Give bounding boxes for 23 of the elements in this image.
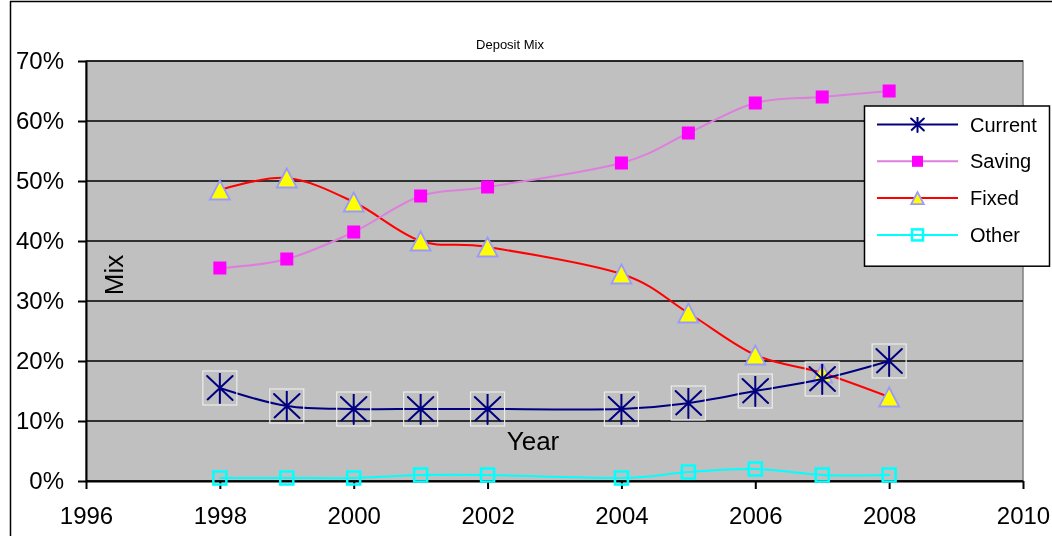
legend-label: Current [970,113,1038,136]
x-tick-label: 2004 [595,502,649,530]
chart-title: Deposit Mix [476,37,545,52]
x-tick-label: 1996 [59,502,114,530]
legend-label: Other [970,223,1021,246]
legend-label: Fixed [970,187,1019,210]
y-tick-label: 70% [15,47,64,75]
x-tick-label: 2000 [327,502,381,530]
y-tick-label: 50% [15,167,64,195]
y-tick-label: 10% [15,407,64,435]
legend-label: Saving [970,150,1032,173]
y-tick-label: 20% [15,347,64,375]
y-tick-label: 40% [15,227,64,255]
x-tick-label: 2002 [461,502,515,530]
x-tick-label: 2006 [729,502,783,530]
x-axis-title: Year [506,426,560,456]
y-tick-label: 30% [15,287,64,315]
x-tick-label: 1998 [193,502,248,530]
y-axis-title: Mix [99,254,129,296]
y-tick-label: 0% [29,467,64,495]
x-tick-label: 2010 [996,502,1051,530]
y-tick-label: 60% [15,107,64,135]
x-tick-label: 2008 [862,502,917,530]
